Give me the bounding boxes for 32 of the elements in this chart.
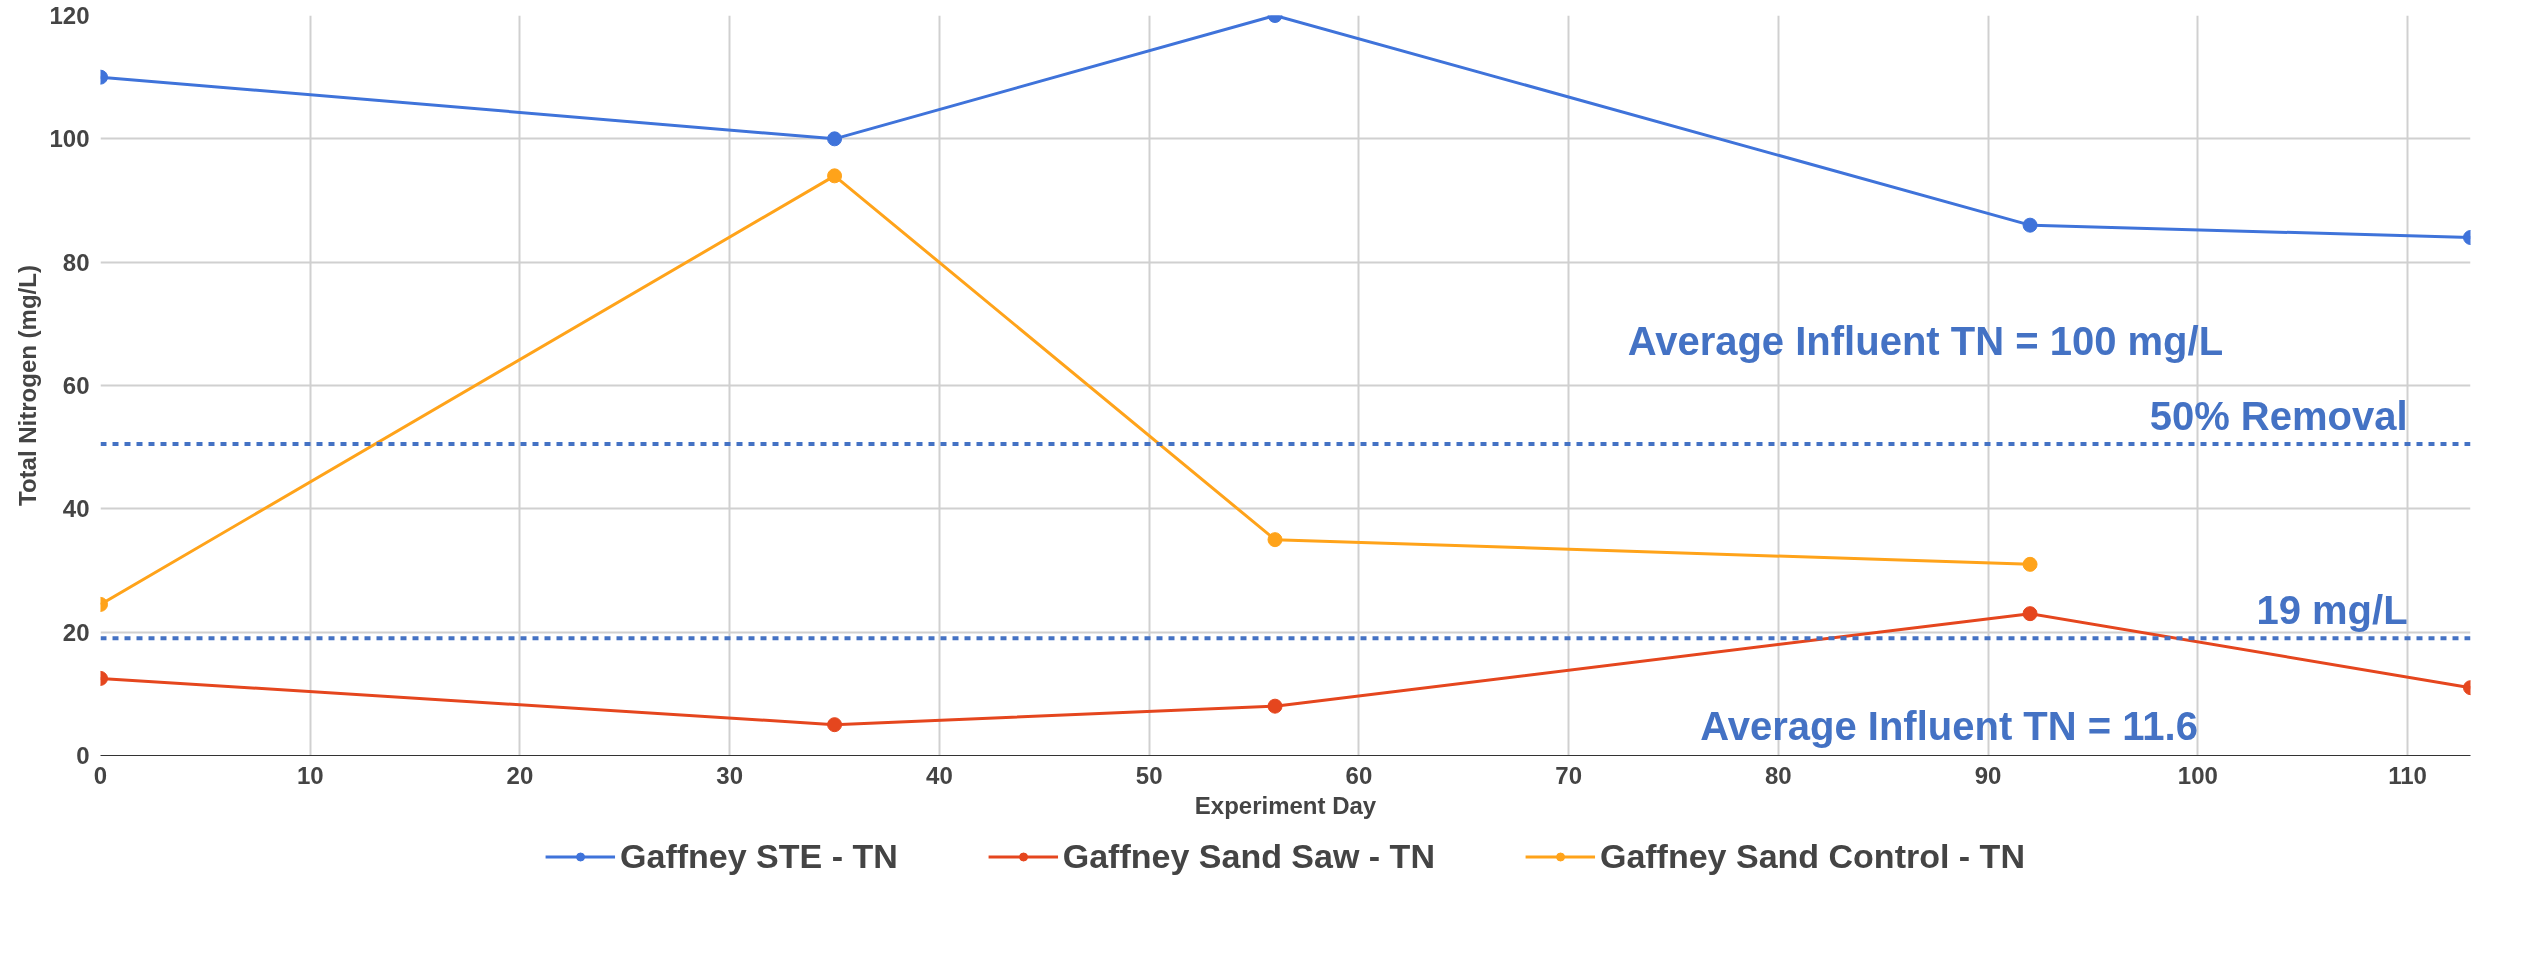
- y-tick-label: 120: [49, 2, 90, 29]
- legend-label: Gaffney Sand Saw - TN: [1062, 836, 1435, 876]
- x-tick-label: 70: [1555, 761, 1582, 789]
- y-tick-label: 100: [49, 125, 90, 153]
- x-axis-title: Experiment Day: [1194, 791, 1377, 819]
- point: [827, 717, 843, 733]
- x-tick-label: 40: [926, 761, 953, 789]
- y-tick-label: 0: [76, 742, 90, 769]
- x-tick-label: 10: [296, 761, 324, 789]
- y-tick-label: 20: [62, 618, 90, 646]
- y-tick-label: 40: [62, 495, 90, 523]
- y-tick-label: 60: [62, 372, 90, 399]
- x-tick-label: 0: [93, 761, 108, 789]
- x-tick-label: 90: [1974, 761, 2002, 789]
- ref-line-label: 19 mg/L: [2256, 588, 2408, 633]
- annotation: Average Influent TN = 11.6: [1700, 704, 2198, 749]
- point: [827, 168, 843, 184]
- legend-label: Gaffney Sand Control - TN: [1599, 836, 2025, 876]
- annotation: Average Influent TN = 100 mg/L: [1627, 319, 2224, 364]
- x-tick-label: 20: [506, 761, 534, 789]
- ref-line-label: 50% Removal: [2149, 394, 2408, 439]
- x-tick-label: 110: [2388, 761, 2427, 789]
- x-tick-label: 80: [1765, 761, 1792, 789]
- point: [1267, 698, 1283, 714]
- y-tick-label: 80: [62, 248, 90, 276]
- point: [1267, 532, 1283, 548]
- legend-label: Gaffney STE - TN: [620, 836, 898, 876]
- x-tick-label: 100: [2177, 761, 2218, 789]
- y-axis-title: Total Nitrogen (mg/L): [14, 265, 42, 506]
- x-tick-label: 30: [716, 761, 744, 789]
- x-tick-label: 50: [1135, 761, 1163, 789]
- x-tick-label: 60: [1345, 761, 1373, 789]
